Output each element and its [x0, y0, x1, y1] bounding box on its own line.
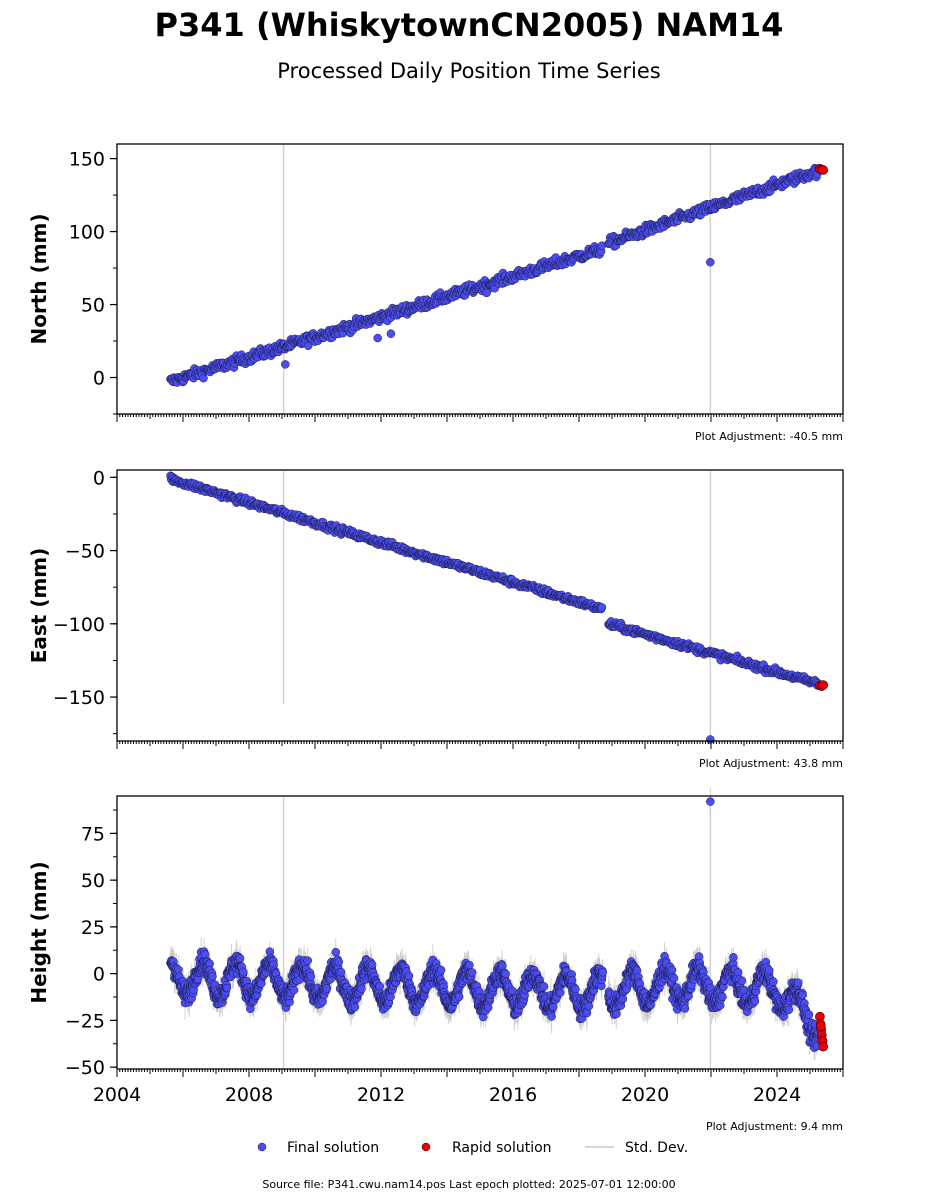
final-point [256, 979, 266, 988]
stddev-bars [169, 787, 819, 1061]
final-point [239, 967, 248, 977]
y-tick-label: 100 [69, 222, 105, 244]
chart-title: P341 (WhiskytownCN2005) NAM14 [155, 6, 784, 44]
rapid-solution-points [815, 680, 829, 691]
final-point [357, 984, 366, 994]
final-point [367, 960, 377, 969]
panel-east: 0 −50 −100 −150 East (mm) Plot Adjustment: 43… [27, 467, 844, 770]
final-point [386, 992, 395, 1002]
final-point [706, 735, 715, 744]
final-point [289, 985, 299, 995]
final-point [482, 288, 491, 298]
rapid-solution-points [815, 164, 829, 175]
final-point [706, 257, 715, 267]
final-point [174, 965, 183, 974]
x-ticks [116, 741, 844, 749]
plot-frame [116, 143, 844, 415]
y-tick-label: 150 [69, 149, 105, 171]
final-point [303, 956, 312, 965]
y-tick-label: 0 [93, 368, 105, 390]
x-ticks [116, 414, 844, 422]
final-point [375, 981, 384, 991]
final-point [404, 971, 414, 981]
final-point [454, 992, 464, 1002]
final-point [235, 954, 245, 963]
final-point [373, 333, 382, 343]
final-point [597, 603, 607, 612]
y-axis-label: North (mm) [27, 213, 51, 344]
final-solution-points [166, 471, 823, 744]
final-point [436, 965, 446, 975]
y-tick-label: −100 [53, 614, 105, 636]
plot-adjustment-note: Plot Adjustment: -40.5 mm [695, 430, 843, 443]
panel-north: 0 50 100 150 North (mm) Plot Adjustment: -40.… [27, 143, 844, 443]
final-point [222, 983, 232, 993]
final-point [306, 972, 315, 981]
y-axis-label: East (mm) [27, 548, 51, 664]
y-tick-label: 50 [81, 295, 105, 317]
final-solution-points [166, 163, 823, 387]
y-axis: 0 −50 −100 −150 [53, 467, 117, 735]
y-axis: 0 50 100 150 [69, 149, 117, 415]
rapid-point [818, 680, 829, 690]
final-solution-points [166, 797, 823, 1052]
panels: 0 50 100 150 North (mm) Plot Adjustment: -40.… [27, 143, 844, 1133]
final-point [281, 360, 290, 369]
final-point [322, 984, 332, 993]
final-point [386, 329, 396, 338]
final-point [350, 1002, 360, 1012]
final-point [331, 947, 341, 957]
y-tick-label: −150 [53, 687, 105, 709]
y-tick-label: −50 [65, 541, 105, 563]
final-point [336, 967, 346, 977]
final-point [334, 957, 344, 967]
chart-subtitle: Processed Daily Position Time Series [277, 59, 661, 83]
plot-frame [116, 469, 844, 742]
plot-adjustment-note: Plot Adjustment: 43.8 mm [699, 757, 843, 770]
rapid-point [818, 165, 829, 175]
final-point [208, 972, 217, 981]
y-tick-label: 0 [93, 467, 105, 489]
